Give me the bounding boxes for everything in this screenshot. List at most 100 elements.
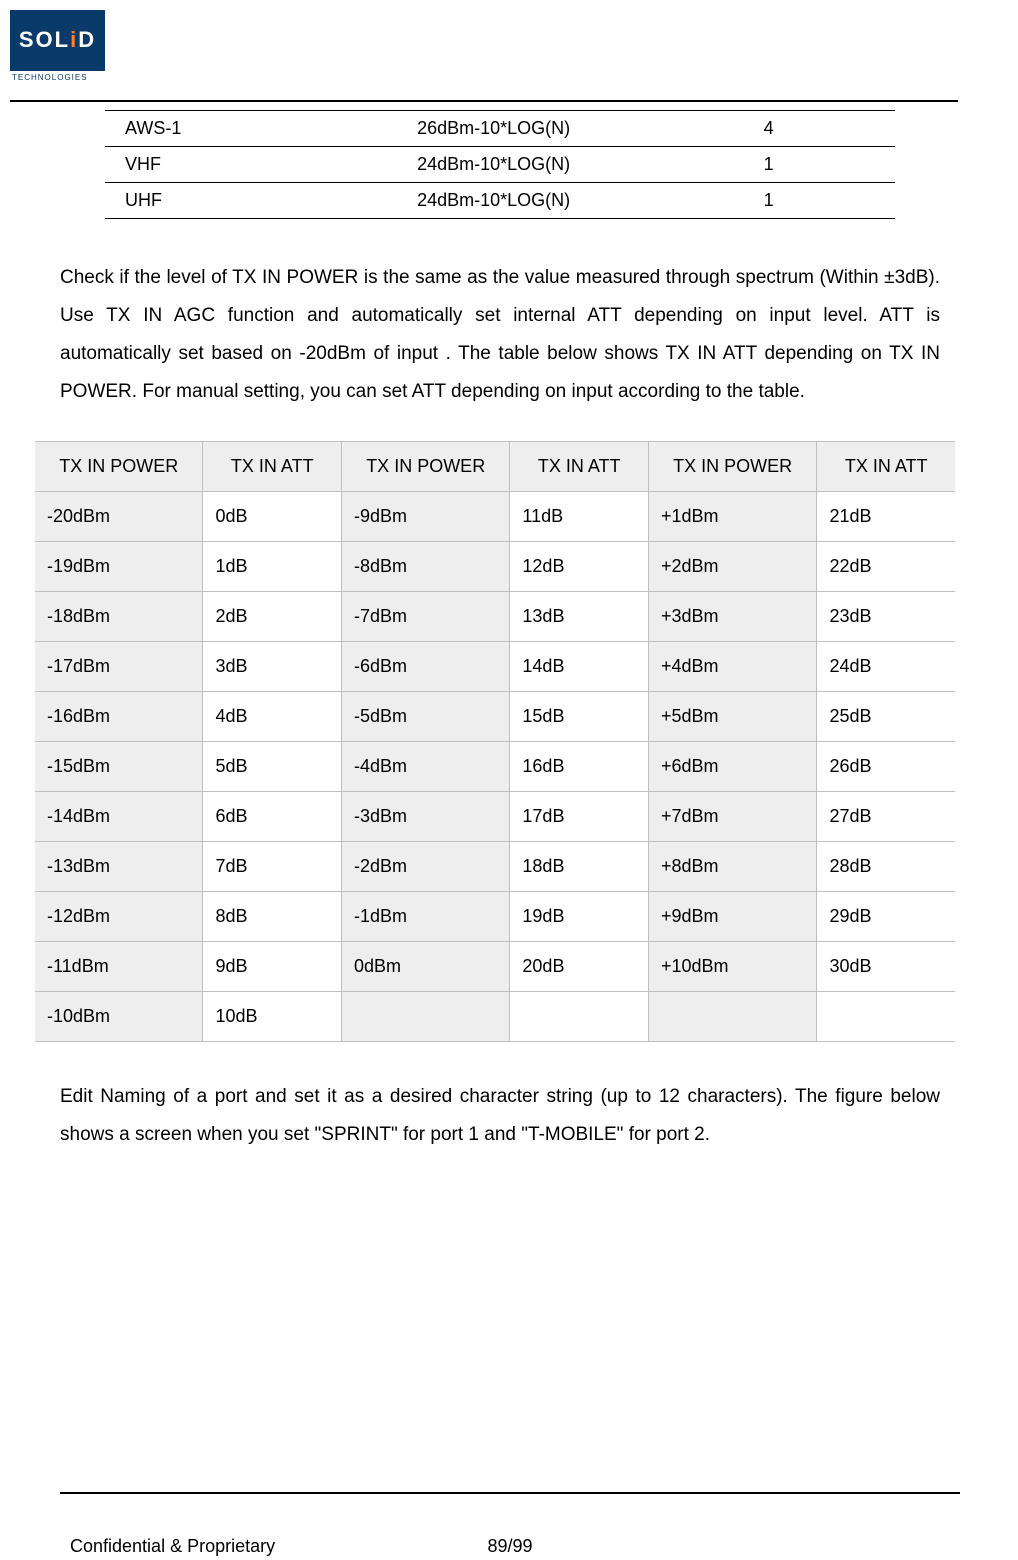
tx-in-power: -18dBm <box>35 592 203 642</box>
footer-page: 89/99 <box>60 1536 960 1557</box>
band-formula: 26dBm-10*LOG(N) <box>345 111 642 147</box>
tx-in-power: +5dBm <box>648 692 817 742</box>
band-value: 4 <box>642 111 895 147</box>
tx-in-att: 25dB <box>817 692 955 742</box>
tx-in-att <box>817 992 955 1042</box>
tx-in-power: +4dBm <box>648 642 817 692</box>
tx-in-att: 17dB <box>510 792 649 842</box>
band-value: 1 <box>642 183 895 219</box>
att-header: TX IN ATT <box>817 442 955 492</box>
tx-in-att: 22dB <box>817 542 955 592</box>
tx-in-att: 27dB <box>817 792 955 842</box>
tx-in-power: -3dBm <box>342 792 510 842</box>
tx-in-power: -16dBm <box>35 692 203 742</box>
band-value: 1 <box>642 147 895 183</box>
tx-in-power: -5dBm <box>342 692 510 742</box>
att-row: -15dBm5dB-4dBm16dB+6dBm26dB <box>35 742 955 792</box>
tx-in-power: -12dBm <box>35 892 203 942</box>
tx-in-power: -14dBm <box>35 792 203 842</box>
tx-in-power: -7dBm <box>342 592 510 642</box>
tx-in-power: 0dBm <box>342 942 510 992</box>
att-row: -20dBm0dB-9dBm11dB+1dBm21dB <box>35 492 955 542</box>
tx-in-att: 10dB <box>203 992 342 1042</box>
logo-mark: SOLiD <box>10 10 105 70</box>
att-header: TX IN ATT <box>203 442 342 492</box>
tx-in-att: 18dB <box>510 842 649 892</box>
logo: SOLiD TECHNOLOGIES <box>10 10 105 82</box>
tx-in-att: 28dB <box>817 842 955 892</box>
tx-in-power: -17dBm <box>35 642 203 692</box>
band-formula: 24dBm-10*LOG(N) <box>345 183 642 219</box>
att-row: -12dBm8dB-1dBm19dB+9dBm29dB <box>35 892 955 942</box>
tx-in-att: 21dB <box>817 492 955 542</box>
tx-in-att: 20dB <box>510 942 649 992</box>
logo-text: SOLiD <box>19 27 96 53</box>
tx-in-att: 6dB <box>203 792 342 842</box>
tx-in-att: 29dB <box>817 892 955 942</box>
att-row: -14dBm6dB-3dBm17dB+7dBm27dB <box>35 792 955 842</box>
header-rule <box>10 100 958 102</box>
tx-in-power: -9dBm <box>342 492 510 542</box>
tx-in-att: 2dB <box>203 592 342 642</box>
att-header: TX IN POWER <box>35 442 203 492</box>
att-table: TX IN POWERTX IN ATTTX IN POWERTX IN ATT… <box>35 441 955 1042</box>
tx-in-power: +1dBm <box>648 492 817 542</box>
paragraph-2: Edit Naming of a port and set it as a de… <box>60 1078 940 1154</box>
tx-in-att: 24dB <box>817 642 955 692</box>
tx-in-att: 16dB <box>510 742 649 792</box>
band-row: UHF24dBm-10*LOG(N)1 <box>105 183 895 219</box>
band-row: VHF24dBm-10*LOG(N)1 <box>105 147 895 183</box>
tx-in-att: 30dB <box>817 942 955 992</box>
tx-in-power: -10dBm <box>35 992 203 1042</box>
tx-in-power: -4dBm <box>342 742 510 792</box>
paragraph-1: Check if the level of TX IN POWER is the… <box>60 259 940 411</box>
att-header: TX IN POWER <box>648 442 817 492</box>
tx-in-power: +9dBm <box>648 892 817 942</box>
tx-in-att: 15dB <box>510 692 649 742</box>
tx-in-power: -19dBm <box>35 542 203 592</box>
tx-in-power: +10dBm <box>648 942 817 992</box>
tx-in-att: 13dB <box>510 592 649 642</box>
tx-in-att: 1dB <box>203 542 342 592</box>
att-row: -13dBm7dB-2dBm18dB+8dBm28dB <box>35 842 955 892</box>
tx-in-power: -2dBm <box>342 842 510 892</box>
tx-in-power: -13dBm <box>35 842 203 892</box>
band-name: AWS-1 <box>105 111 345 147</box>
tx-in-power: +2dBm <box>648 542 817 592</box>
footer-rule <box>60 1492 960 1494</box>
tx-in-att: 26dB <box>817 742 955 792</box>
tx-in-att: 23dB <box>817 592 955 642</box>
band-name: UHF <box>105 183 345 219</box>
tx-in-att: 4dB <box>203 692 342 742</box>
logo-subtext: TECHNOLOGIES <box>10 70 105 82</box>
tx-in-power: -20dBm <box>35 492 203 542</box>
band-name: VHF <box>105 147 345 183</box>
band-formula: 24dBm-10*LOG(N) <box>345 147 642 183</box>
band-table: AWS-126dBm-10*LOG(N)4VHF24dBm-10*LOG(N)1… <box>105 110 895 219</box>
tx-in-att: 0dB <box>203 492 342 542</box>
att-row: -11dBm9dB0dBm20dB+10dBm30dB <box>35 942 955 992</box>
tx-in-power <box>648 992 817 1042</box>
tx-in-att: 8dB <box>203 892 342 942</box>
att-row: -10dBm10dB <box>35 992 955 1042</box>
tx-in-power: -11dBm <box>35 942 203 992</box>
tx-in-power: -8dBm <box>342 542 510 592</box>
att-row: -17dBm3dB-6dBm14dB+4dBm24dB <box>35 642 955 692</box>
tx-in-att: 11dB <box>510 492 649 542</box>
tx-in-power: -15dBm <box>35 742 203 792</box>
tx-in-att: 9dB <box>203 942 342 992</box>
tx-in-power: +3dBm <box>648 592 817 642</box>
att-header: TX IN ATT <box>510 442 649 492</box>
tx-in-power: -1dBm <box>342 892 510 942</box>
att-row: -18dBm2dB-7dBm13dB+3dBm23dB <box>35 592 955 642</box>
tx-in-power: +8dBm <box>648 842 817 892</box>
tx-in-power: +6dBm <box>648 742 817 792</box>
att-header: TX IN POWER <box>342 442 510 492</box>
tx-in-att: 12dB <box>510 542 649 592</box>
tx-in-att: 19dB <box>510 892 649 942</box>
tx-in-power: -6dBm <box>342 642 510 692</box>
tx-in-att: 7dB <box>203 842 342 892</box>
band-row: AWS-126dBm-10*LOG(N)4 <box>105 111 895 147</box>
tx-in-att <box>510 992 649 1042</box>
att-row: -16dBm4dB-5dBm15dB+5dBm25dB <box>35 692 955 742</box>
